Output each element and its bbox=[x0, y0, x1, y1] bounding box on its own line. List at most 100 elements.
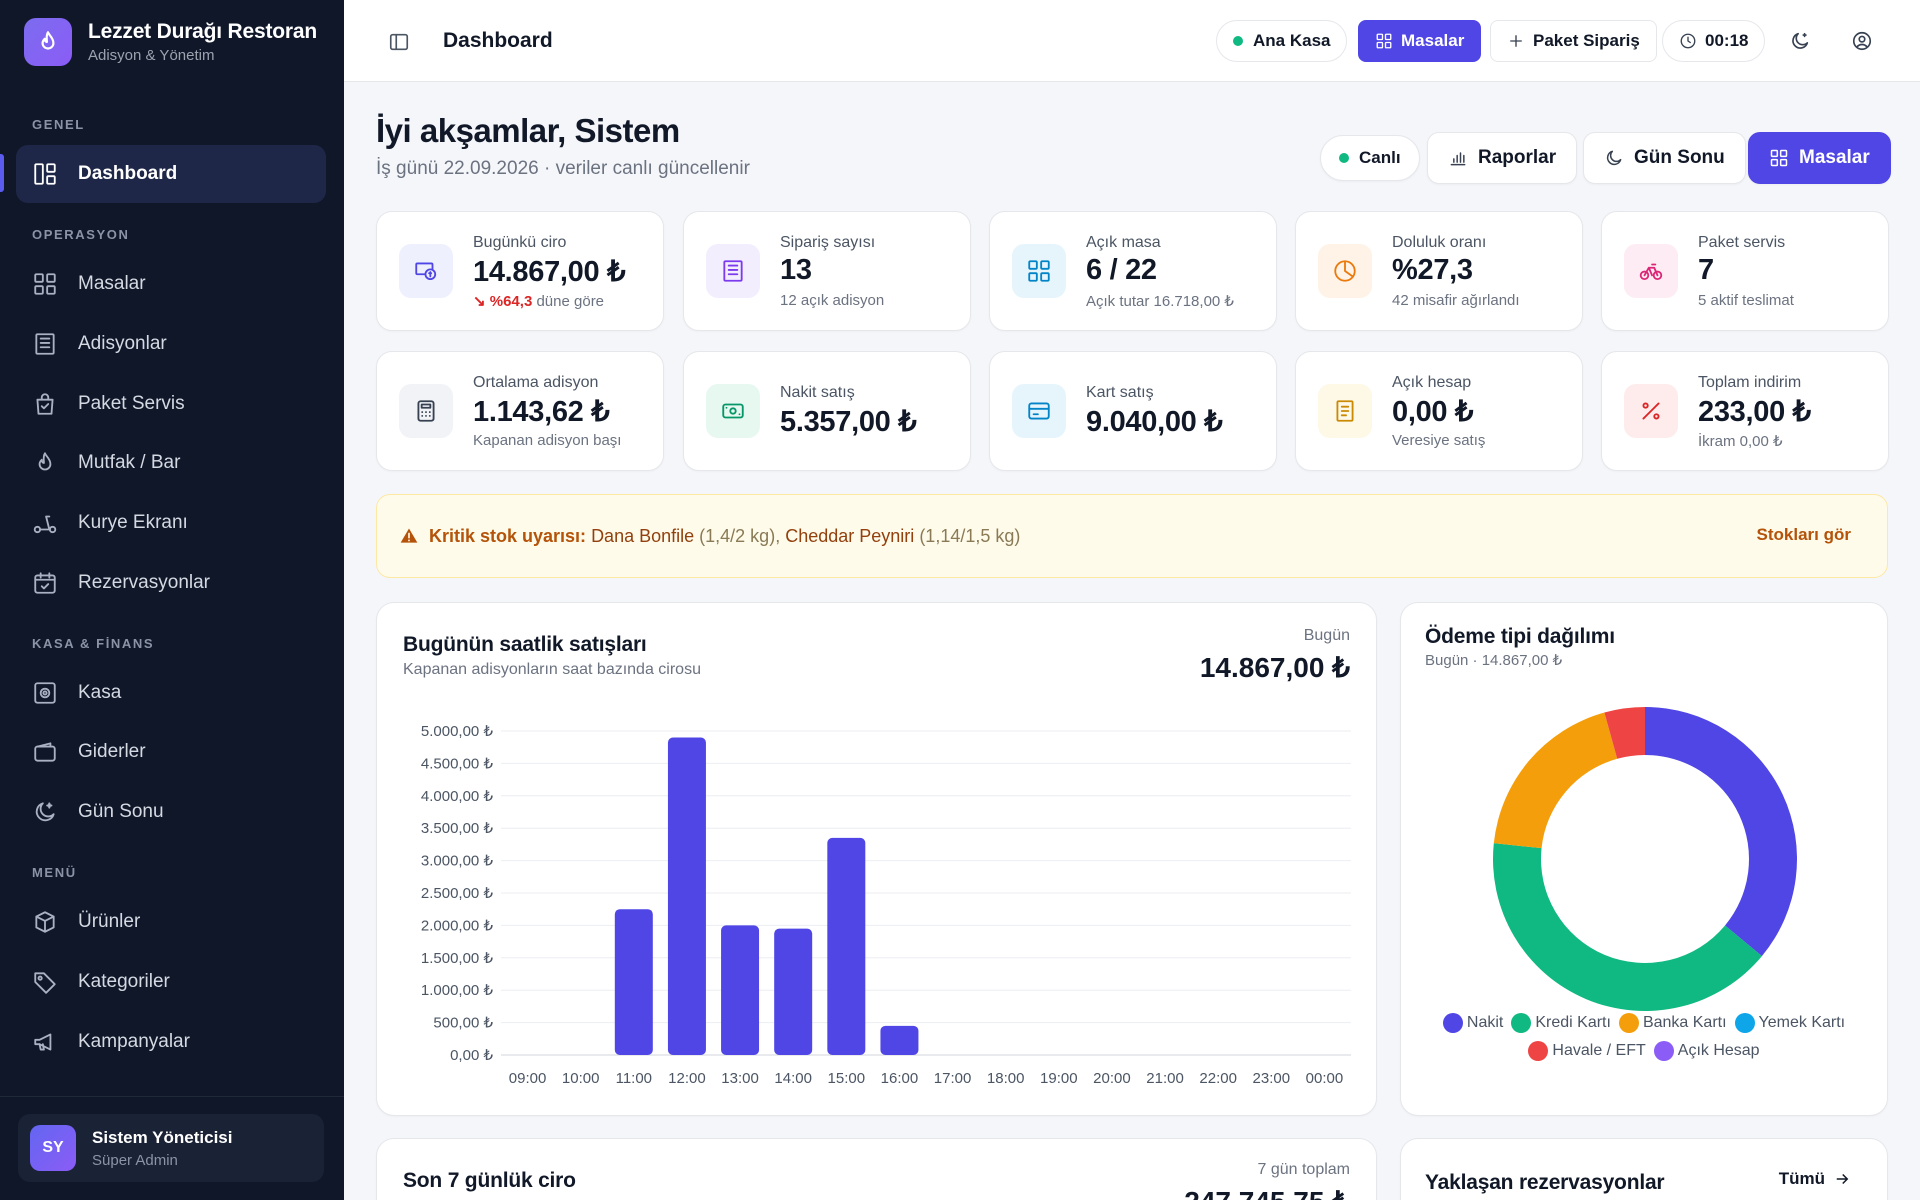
x-tick-label: 16:00 bbox=[881, 1070, 919, 1087]
sidebar-item-dashboard[interactable]: Dashboard bbox=[16, 145, 326, 203]
user-name: Sistem Yöneticisi bbox=[92, 1127, 233, 1147]
user-menu[interactable]: SY Sistem Yöneticisi Süper Admin bbox=[18, 1114, 324, 1182]
stat-card-open-account[interactable]: Açık hesap 0,00 ₺ Veresiye satış bbox=[1295, 351, 1583, 471]
sidebar-item-label: Kasa bbox=[78, 682, 122, 703]
sidebar-item-label: Adisyonlar bbox=[78, 333, 167, 354]
avatar: SY bbox=[30, 1125, 76, 1171]
stat-card-open-tables[interactable]: Açık masa 6 / 22 Açık tutar 16.718,00 ₺ bbox=[989, 211, 1277, 331]
y-tick-label: 1.000,00 ₺ bbox=[421, 982, 494, 999]
stat-value: 5.357,00 ₺ bbox=[780, 406, 917, 438]
legend-swatch bbox=[1442, 1013, 1463, 1033]
stat-label: Sipariş sayısı bbox=[780, 234, 876, 251]
stat-label: Bugünkü ciro bbox=[473, 234, 567, 251]
stat-card-cash[interactable]: Nakit satış 5.357,00 ₺ bbox=[683, 351, 971, 471]
bar bbox=[827, 837, 866, 1055]
view-stock-link[interactable]: Stokları gör bbox=[1756, 525, 1851, 544]
bag-icon bbox=[32, 391, 58, 417]
weekly-title: Son 7 günlük ciro bbox=[403, 1169, 576, 1192]
bar-chart-icon bbox=[1450, 152, 1466, 166]
sidebar-item-expenses[interactable]: Giderler bbox=[16, 723, 326, 781]
sidebar-item-reservations[interactable]: Rezervasyonlar bbox=[16, 554, 326, 612]
moon-icon bbox=[1792, 32, 1809, 49]
stat-card-discount[interactable]: Toplam indirim 233,00 ₺ İkram 0,00 ₺ bbox=[1601, 351, 1889, 471]
x-tick-label: 18:00 bbox=[987, 1070, 1025, 1087]
dashboard-icon bbox=[32, 161, 58, 187]
x-tick-label: 00:00 bbox=[1306, 1070, 1344, 1087]
legend-label: Nakit bbox=[1466, 1014, 1504, 1031]
sidebar-item-label: Mutfak / Bar bbox=[78, 452, 181, 473]
weekly-total: 247.745,75 ₺ bbox=[1184, 1185, 1350, 1200]
stat-label: Nakit satış bbox=[780, 384, 855, 401]
x-tick-label: 19:00 bbox=[1040, 1070, 1078, 1087]
legend-item: Açık Hesap bbox=[1653, 1041, 1760, 1061]
sidebar-item-label: Kampanyalar bbox=[78, 1031, 190, 1052]
bar bbox=[667, 737, 706, 1055]
stat-label: Doluluk oranı bbox=[1392, 234, 1487, 251]
tables-icon bbox=[1770, 149, 1788, 167]
clock-badge: 00:18 bbox=[1662, 20, 1766, 62]
section-general: GENEL bbox=[32, 117, 85, 132]
brand[interactable]: Lezzet Durağı Restoran Adisyon & Yönetim bbox=[24, 18, 317, 66]
sidebar-divider bbox=[0, 1096, 344, 1097]
x-tick-label: 22:00 bbox=[1199, 1070, 1237, 1087]
stat-label: Açık masa bbox=[1086, 234, 1161, 251]
stat-card-orders[interactable]: Sipariş sayısı 13 12 açık adisyon bbox=[683, 211, 971, 331]
theme-toggle-button[interactable] bbox=[1786, 27, 1814, 55]
profile-button[interactable] bbox=[1848, 27, 1876, 55]
hourly-subtitle: Kapanan adisyonların saat bazında cirosu bbox=[403, 661, 701, 678]
stat-card-avg-order[interactable]: Ortalama adisyon 1.143,62 ₺ Kapanan adis… bbox=[376, 351, 664, 471]
live-badge: Canlı bbox=[1320, 135, 1420, 181]
legend-label: Havale / EFT bbox=[1552, 1042, 1646, 1059]
sidebar-item-courier[interactable]: Kurye Ekranı bbox=[16, 494, 326, 552]
trend-value: %64,3 bbox=[489, 293, 533, 310]
register-button[interactable]: Ana Kasa bbox=[1216, 20, 1348, 62]
reservations-all-link[interactable]: Tümü bbox=[1779, 1169, 1851, 1189]
sidebar-item-tables[interactable]: Masalar bbox=[16, 255, 326, 313]
stat-card-occupancy[interactable]: Doluluk oranı %27,3 42 misafir ağırlandı bbox=[1295, 211, 1583, 331]
stat-card-package[interactable]: Paket servis 7 5 aktif teslimat bbox=[1601, 211, 1889, 331]
day-end-button[interactable]: Gün Sonu bbox=[1583, 132, 1746, 184]
live-dot-icon bbox=[1339, 153, 1349, 163]
x-tick-label: 13:00 bbox=[721, 1070, 759, 1087]
tag-icon bbox=[32, 969, 58, 995]
reports-button[interactable]: Raporlar bbox=[1427, 132, 1578, 184]
y-tick-label: 3.000,00 ₺ bbox=[421, 853, 494, 870]
sidebar-item-label: Gün Sonu bbox=[78, 801, 164, 822]
legend-swatch bbox=[1528, 1041, 1549, 1061]
tables-button[interactable]: Masalar bbox=[1748, 132, 1891, 184]
sidebar-item-package[interactable]: Paket Servis bbox=[16, 375, 326, 433]
top-tables-button[interactable]: Masalar bbox=[1358, 20, 1482, 62]
sidebar-item-kitchen[interactable]: Mutfak / Bar bbox=[16, 434, 326, 492]
calendar-check-icon bbox=[32, 570, 58, 596]
sidebar-item-campaigns[interactable]: Kampanyalar bbox=[16, 1013, 326, 1071]
payment-legend: Nakit Kredi Kartı Banka Kartı Yemek Kartı Ha… bbox=[1429, 1013, 1859, 1061]
sidebar-toggle-button[interactable] bbox=[388, 31, 410, 58]
sidebar-item-categories[interactable]: Kategoriler bbox=[16, 953, 326, 1011]
sidebar-item-orders[interactable]: Adisyonlar bbox=[16, 315, 326, 373]
stat-value: 14.867,00 ₺ bbox=[473, 256, 626, 288]
stat-sub: Kapanan adisyon başı bbox=[473, 432, 622, 449]
sidebar-item-day-end[interactable]: Gün Sonu bbox=[16, 783, 326, 841]
y-tick-label: 1.500,00 ₺ bbox=[421, 950, 494, 967]
sidebar-item-products[interactable]: Ürünler bbox=[16, 893, 326, 951]
register-label: Ana Kasa bbox=[1253, 31, 1331, 50]
stat-sub: Açık tutar 16.718,00 ₺ bbox=[1086, 293, 1234, 310]
stat-card-card[interactable]: Kart satış 9.040,00 ₺ bbox=[989, 351, 1277, 471]
stat-card-revenue[interactable]: Bugünkü ciro 14.867,00 ₺ ↘ %64,3 düne gö… bbox=[376, 211, 664, 331]
status-dot-icon bbox=[1233, 36, 1243, 46]
y-tick-label: 5.000,00 ₺ bbox=[421, 723, 494, 740]
stat-value: 0,00 ₺ bbox=[1392, 396, 1474, 428]
y-tick-label: 2.000,00 ₺ bbox=[421, 917, 494, 934]
sidebar-item-register[interactable]: Kasa bbox=[16, 664, 326, 722]
x-tick-label: 15:00 bbox=[828, 1070, 866, 1087]
donut-slice bbox=[1493, 712, 1618, 849]
bar bbox=[721, 925, 760, 1055]
section-menu: MENÜ bbox=[32, 865, 77, 880]
section-finance: KASA & FİNANS bbox=[32, 636, 155, 651]
user-role: Süper Admin bbox=[92, 1151, 178, 1169]
legend-swatch bbox=[1653, 1041, 1674, 1061]
package-order-button[interactable]: Paket Sipariş bbox=[1490, 20, 1657, 62]
x-tick-label: 21:00 bbox=[1146, 1070, 1184, 1087]
legend-label: Banka Kartı bbox=[1642, 1014, 1727, 1031]
receipt-icon bbox=[32, 331, 58, 357]
